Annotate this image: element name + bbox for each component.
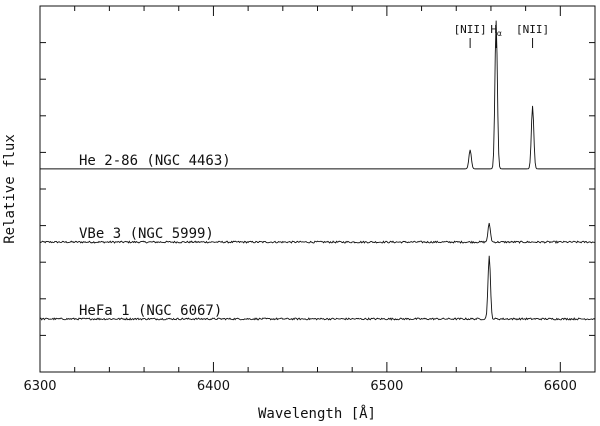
y-axis-title: Relative flux bbox=[2, 134, 18, 244]
axis-ticks bbox=[39, 6, 596, 372]
series-labels: He 2-86 (NGC 4463) VBe 3 (NGC 5999) HeFa 1… bbox=[79, 153, 231, 319]
line-marker-label: [NII] bbox=[454, 23, 487, 36]
x-tick-label: 6400 bbox=[197, 379, 230, 394]
spectrum-line bbox=[39, 255, 596, 321]
series-label: VBe 3 (NGC 5999) bbox=[79, 226, 214, 242]
x-tick-label: 6300 bbox=[23, 379, 56, 394]
series-label: He 2-86 (NGC 4463) bbox=[79, 153, 231, 169]
line-marker-label: Hα bbox=[490, 23, 502, 38]
line-marker-subscript: α bbox=[497, 29, 502, 38]
series-label: HeFa 1 (NGC 6067) bbox=[79, 303, 222, 319]
spectrum-line bbox=[39, 222, 596, 244]
x-tick-labels: 6300 6400 6500 6600 bbox=[23, 379, 576, 394]
line-marker-label: [NII] bbox=[516, 23, 549, 36]
x-axis-title: Wavelength [Å] bbox=[258, 405, 376, 422]
spectrum-line bbox=[40, 20, 595, 170]
x-tick-label: 6600 bbox=[544, 379, 577, 394]
x-tick-label: 6500 bbox=[370, 379, 403, 394]
spectra-series bbox=[39, 20, 596, 321]
emission-line-markers: [NII] Hα [NII] bbox=[454, 23, 549, 48]
